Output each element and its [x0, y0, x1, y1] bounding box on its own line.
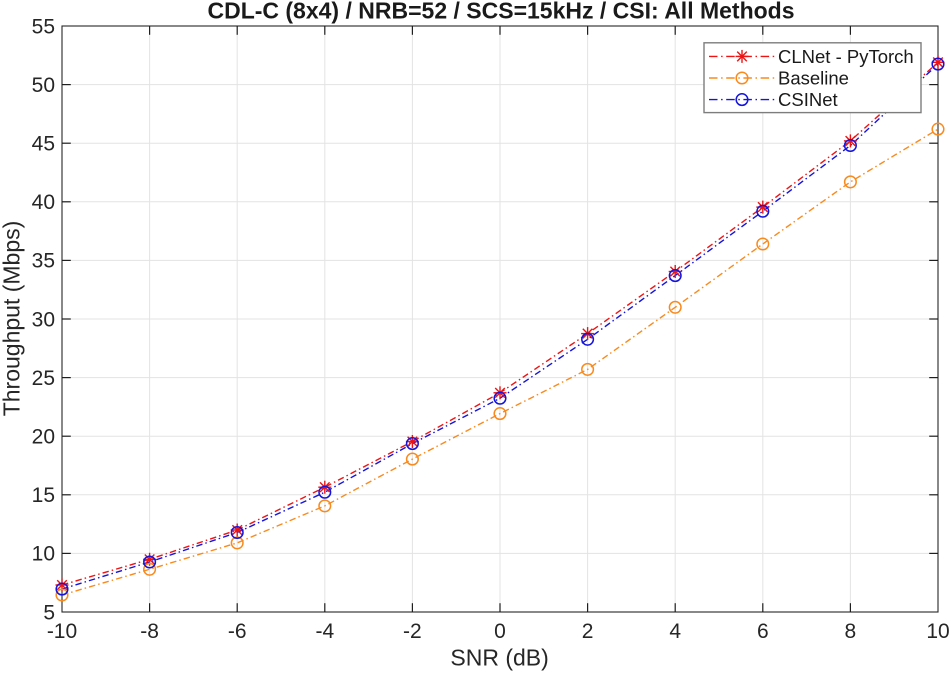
svg-text:8: 8 [845, 620, 857, 643]
svg-text:4: 4 [669, 620, 681, 643]
svg-text:-10: -10 [47, 620, 77, 643]
svg-text:Throughput (Mbps): Throughput (Mbps) [0, 221, 25, 417]
svg-text:CDL-C (8x4) / NRB=52 / SCS=15k: CDL-C (8x4) / NRB=52 / SCS=15kHz / CSI: … [207, 0, 794, 23]
svg-text:15: 15 [32, 484, 55, 507]
svg-text:55: 55 [32, 15, 55, 38]
svg-text:2: 2 [582, 620, 594, 643]
svg-text:45: 45 [32, 133, 55, 156]
svg-text:50: 50 [32, 74, 55, 97]
svg-text:-2: -2 [403, 620, 422, 643]
svg-text:Baseline: Baseline [778, 68, 849, 89]
svg-text:20: 20 [32, 426, 55, 449]
svg-text:SNR (dB): SNR (dB) [450, 645, 548, 671]
svg-text:5: 5 [43, 601, 55, 624]
svg-text:-8: -8 [140, 620, 159, 643]
svg-text:CLNet - PyTorch: CLNet - PyTorch [778, 46, 914, 67]
svg-text:30: 30 [32, 308, 55, 331]
svg-text:10: 10 [32, 543, 55, 566]
svg-text:6: 6 [757, 620, 769, 643]
svg-text:25: 25 [32, 367, 55, 390]
svg-text:0: 0 [494, 620, 506, 643]
svg-text:CSINet: CSINet [778, 89, 838, 110]
svg-text:35: 35 [32, 250, 55, 273]
svg-text:-6: -6 [228, 620, 247, 643]
svg-text:10: 10 [926, 620, 949, 643]
svg-text:-4: -4 [315, 620, 334, 643]
svg-text:40: 40 [32, 191, 55, 214]
